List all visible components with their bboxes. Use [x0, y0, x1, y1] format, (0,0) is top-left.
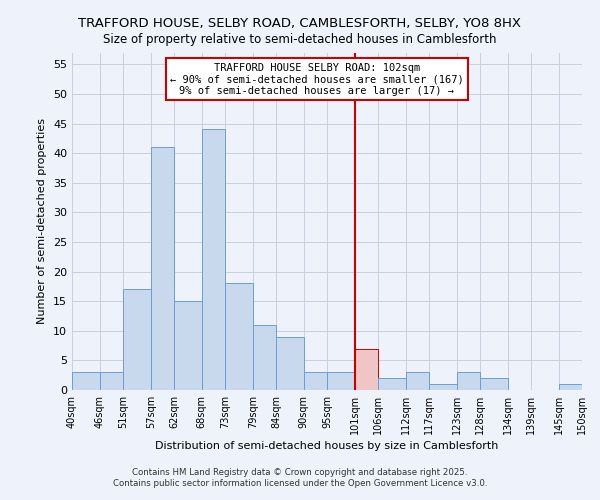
Bar — [276, 336, 304, 390]
Text: TRAFFORD HOUSE, SELBY ROAD, CAMBLESFORTH, SELBY, YO8 8HX: TRAFFORD HOUSE, SELBY ROAD, CAMBLESFORTH… — [79, 18, 521, 30]
Bar — [559, 384, 582, 390]
Bar — [304, 372, 327, 390]
Bar — [100, 372, 123, 390]
Bar — [457, 372, 480, 390]
Bar — [429, 384, 457, 390]
Text: TRAFFORD HOUSE SELBY ROAD: 102sqm
← 90% of semi-detached houses are smaller (167: TRAFFORD HOUSE SELBY ROAD: 102sqm ← 90% … — [170, 62, 464, 96]
Bar — [480, 378, 508, 390]
Bar — [406, 372, 429, 390]
Bar — [174, 301, 202, 390]
Text: Size of property relative to semi-detached houses in Camblesforth: Size of property relative to semi-detach… — [103, 32, 497, 46]
Bar — [253, 325, 276, 390]
Bar — [123, 290, 151, 390]
Bar — [151, 147, 174, 390]
Bar — [72, 372, 100, 390]
Y-axis label: Number of semi-detached properties: Number of semi-detached properties — [37, 118, 47, 324]
X-axis label: Distribution of semi-detached houses by size in Camblesforth: Distribution of semi-detached houses by … — [155, 441, 499, 451]
Bar — [202, 130, 225, 390]
Bar — [355, 348, 378, 390]
Bar — [378, 378, 406, 390]
Bar — [225, 284, 253, 390]
Text: Contains HM Land Registry data © Crown copyright and database right 2025.
Contai: Contains HM Land Registry data © Crown c… — [113, 468, 487, 487]
Bar — [327, 372, 355, 390]
